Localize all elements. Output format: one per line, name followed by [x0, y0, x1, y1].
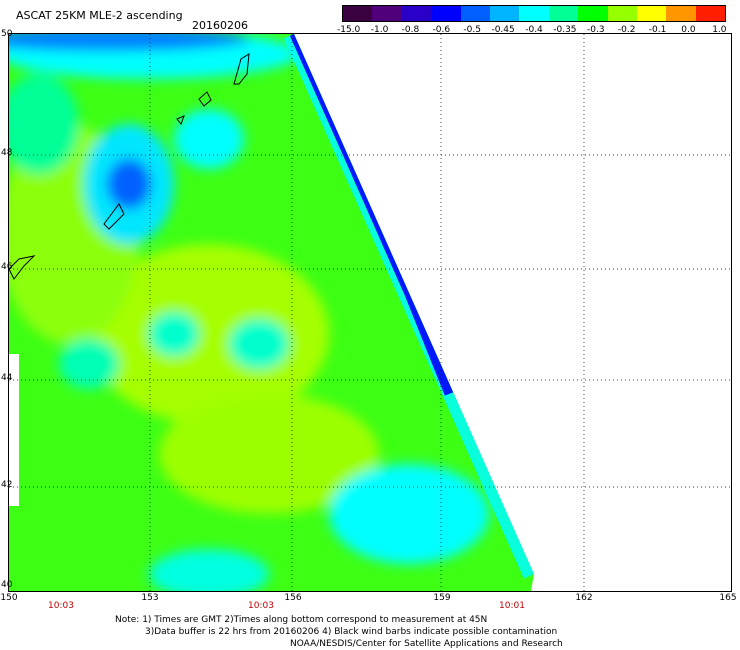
latitude-label: 46 [1, 262, 13, 272]
color-scale-segment [636, 6, 667, 21]
footnote-line-2: 3)Data buffer is 22 hrs from 20160206 4)… [145, 627, 558, 637]
longitude-label: 162 [575, 593, 593, 603]
color-scale-segment [548, 6, 579, 21]
color-scale-label: -0.5 [463, 25, 481, 35]
color-scale-segment [460, 6, 490, 21]
longitude-label: 156 [284, 593, 302, 603]
color-scale-segment [489, 6, 520, 21]
color-scale-label: -15.0 [336, 25, 361, 35]
color-scale-segment [607, 6, 637, 21]
color-scale-segment [372, 6, 402, 21]
longitude-label: 150 [0, 593, 18, 603]
color-scale-label: -0.35 [553, 25, 577, 35]
latitude-label: 40 [1, 580, 13, 590]
swath-map [8, 33, 732, 592]
color-scale-bar [342, 5, 726, 22]
product-date: 20160206 [192, 19, 248, 32]
color-scale-label: -0.2 [617, 25, 636, 35]
color-scale-segment [401, 6, 432, 21]
color-scale-segment [519, 6, 549, 21]
latitude-label: 48 [1, 148, 13, 158]
latitude-label: 50 [1, 29, 13, 39]
color-scale-label: -0.3 [587, 25, 605, 35]
latitude-label: 44 [1, 373, 13, 383]
color-scale-label: -0.45 [491, 25, 515, 35]
color-scale-segment [666, 6, 696, 21]
color-scale-label: 0.0 [681, 25, 696, 35]
wind-speed-field [9, 34, 534, 591]
longitude-label: 165 [719, 593, 737, 603]
product-title: ASCAT 25KM MLE-2 ascending [16, 9, 183, 22]
color-scale-segment [695, 6, 726, 21]
pass-time-label: 10:03 [48, 601, 74, 611]
color-scale-label: -0.6 [432, 25, 451, 35]
pass-time-label: 10:01 [499, 601, 525, 611]
color-scale-segment [578, 6, 608, 21]
longitude-label: 153 [141, 593, 159, 603]
color-scale-label: -0.8 [401, 25, 420, 35]
color-scale-label: -1.0 [370, 25, 389, 35]
map-graticule [9, 34, 731, 591]
longitude-label: 159 [433, 593, 451, 603]
pass-time-label: 10:03 [248, 601, 274, 611]
footnote-line-3: NOAA/NESDIS/Center for Satellite Applica… [290, 639, 563, 649]
color-scale-label: -0.1 [648, 25, 667, 35]
footnote-line-1: Note: 1) Times are GMT 2)Times along bot… [115, 615, 488, 625]
color-scale-segment [343, 6, 373, 21]
latitude-label: 42 [1, 480, 13, 490]
island-outlines [9, 53, 250, 280]
color-scale-label: -0.4 [525, 25, 543, 35]
color-scale-label: 1.0 [712, 25, 727, 35]
color-scale-segment [431, 6, 461, 21]
